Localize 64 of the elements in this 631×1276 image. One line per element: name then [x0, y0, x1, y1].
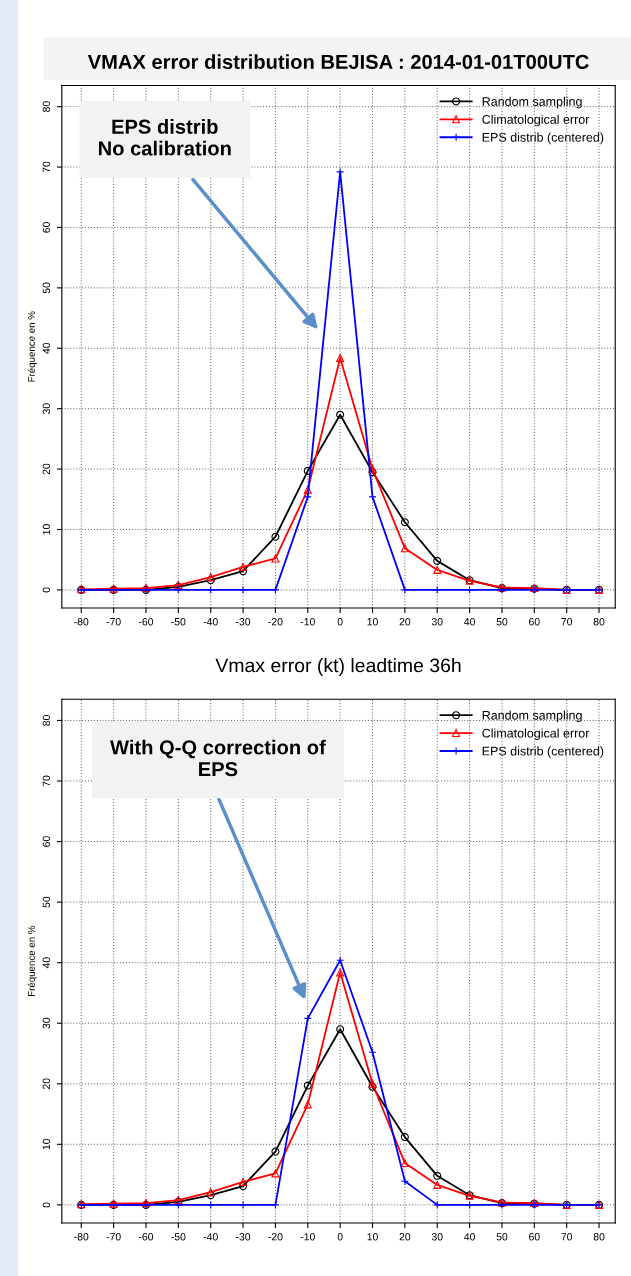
legend-label: Climatological error [482, 728, 590, 741]
x-tick-label: 0 [337, 1233, 343, 1241]
x-tick-label: 60 [529, 1233, 540, 1241]
x-tick-label: 40 [464, 618, 475, 626]
x-tick-label: -20 [268, 618, 283, 626]
legend-label: Random sampling [482, 96, 582, 109]
y-tick-label: 80 [42, 715, 51, 726]
y-tick-label: 0 [42, 1202, 51, 1208]
legend-label: Random sampling [482, 710, 582, 723]
x-tick-label: 50 [496, 618, 508, 626]
chart-title: VMAX error distribution BEJISA : 2014-01-01T00UTC [87, 54, 589, 70]
x-tick-label: 70 [561, 1233, 573, 1241]
y-tick-label: 40 [42, 342, 51, 354]
x-tick-label: 20 [399, 618, 411, 626]
x-tick-label: 0 [337, 618, 343, 626]
x-tick-label: -50 [171, 618, 186, 626]
legend-label: EPS distrib (centered) [482, 746, 604, 758]
legend-label: EPS distrib (centered) [482, 132, 604, 145]
x-tick-label: 70 [561, 618, 573, 626]
y-tick-label: 10 [42, 524, 51, 535]
x-tick-label: -60 [138, 618, 154, 626]
y-tick-label: 30 [42, 403, 51, 415]
x-tick-label: 80 [593, 1233, 605, 1241]
x-tick-label: 30 [431, 618, 443, 626]
x-tick-label: -10 [300, 1233, 315, 1241]
annotation: EPS distrib No calibration [98, 119, 231, 156]
x-tick-label: 30 [431, 1233, 443, 1241]
legend-label: Climatological error [482, 114, 590, 127]
x-tick-label: 80 [593, 618, 605, 626]
x-tick-label: -70 [106, 1233, 121, 1241]
y-tick-label: 40 [42, 957, 51, 969]
y-tick-label: 70 [42, 161, 51, 173]
x-tick-label: 40 [464, 1233, 475, 1241]
y-axis-title: Fréquence en % [27, 925, 37, 997]
x-axis-title: Vmax error (kt) leadtime 36h [215, 658, 461, 677]
x-tick-label: -80 [74, 618, 89, 626]
annotation: With Q-Q correction of EPS [110, 739, 326, 777]
x-tick-label: 60 [529, 618, 540, 626]
x-tick-label: 20 [399, 1233, 411, 1241]
y-tick-label: 20 [42, 1078, 51, 1090]
y-tick-label: 80 [42, 101, 51, 112]
y-tick-label: 30 [42, 1017, 51, 1029]
x-tick-label: -70 [106, 618, 121, 626]
y-tick-label: 70 [42, 775, 51, 787]
x-tick-label: -60 [138, 1233, 154, 1241]
x-tick-label: 10 [367, 618, 378, 626]
x-tick-label: -10 [300, 618, 315, 626]
y-tick-label: 50 [42, 896, 51, 908]
x-tick-label: -30 [236, 618, 251, 626]
y-tick-label: 60 [42, 222, 51, 233]
y-tick-label: 10 [42, 1138, 51, 1150]
x-tick-label: -50 [171, 1233, 186, 1241]
x-tick-label: 10 [367, 1233, 378, 1241]
x-tick-label: 50 [496, 1233, 508, 1241]
x-tick-label: -40 [203, 618, 218, 626]
y-tick-label: 20 [42, 463, 51, 475]
x-tick-label: -40 [203, 1233, 218, 1241]
y-tick-label: 50 [42, 282, 51, 294]
y-tick-label: 60 [42, 836, 51, 847]
x-tick-label: -30 [236, 1233, 251, 1241]
y-tick-label: 0 [42, 587, 51, 593]
y-axis-title: Fréquence en % [27, 311, 37, 382]
x-tick-label: -20 [268, 1233, 283, 1241]
x-tick-label: -80 [74, 1233, 89, 1241]
